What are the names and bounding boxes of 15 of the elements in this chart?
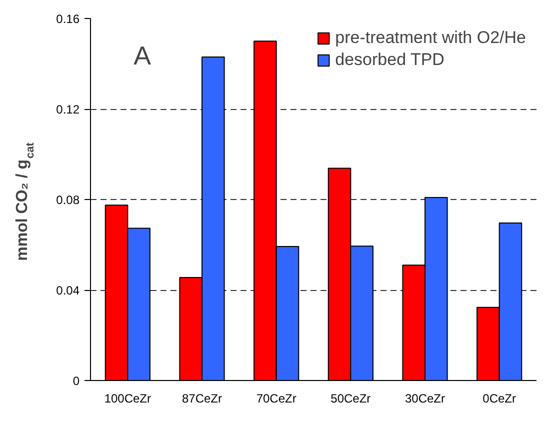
legend-label: desorbed TPD	[335, 50, 444, 70]
y-tick-label: 0.16	[56, 12, 80, 26]
x-tick-label: 0CeZr	[482, 392, 516, 406]
x-tick-label: 70CeZr	[256, 392, 296, 406]
y-tick-label: 0.08	[56, 193, 80, 207]
x-tick-label: 87CeZr	[182, 392, 222, 406]
x-tick-label: 100CeZr	[104, 392, 152, 406]
x-tick-label: 50CeZr	[330, 392, 371, 406]
y-tick-label: 0.12	[56, 102, 80, 116]
y-tick-label: 0.04	[56, 284, 80, 298]
y-axis-title: mmol CO₂ / gcat	[14, 142, 36, 261]
legend-label: pre-treatment with O2/He	[335, 28, 526, 48]
annotation: A	[134, 40, 152, 71]
x-tick-label: 30CeZr	[404, 392, 446, 406]
y-tick-label: 0	[72, 374, 80, 388]
